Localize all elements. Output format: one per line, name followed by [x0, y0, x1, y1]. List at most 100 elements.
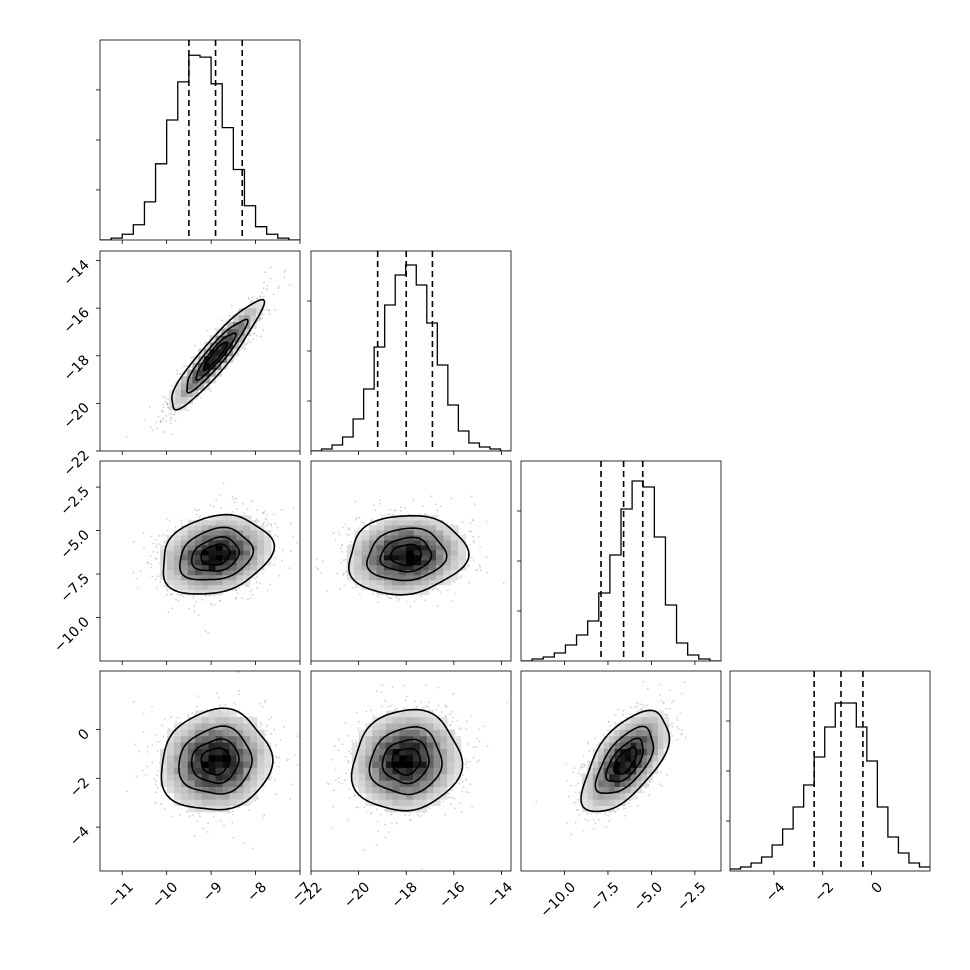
density-cell — [361, 545, 370, 551]
scatter-point — [486, 571, 488, 574]
scatter-point — [470, 530, 473, 533]
density-cell — [428, 540, 437, 546]
density-cell — [236, 540, 244, 546]
scatter-point — [470, 495, 473, 498]
scatter-point — [289, 522, 292, 525]
scatter-point — [379, 499, 381, 502]
density-cell — [222, 554, 230, 561]
density-cell — [384, 525, 392, 531]
density-cell — [398, 525, 407, 531]
density-cell — [180, 376, 188, 384]
density-cell — [243, 535, 251, 541]
density-cell — [346, 564, 355, 571]
scatter-point — [422, 505, 424, 507]
contour-2 — [195, 332, 237, 382]
scatter-point — [284, 269, 287, 272]
scatter-point — [476, 569, 479, 571]
density-panel-1-0 — [125, 266, 291, 438]
density-cell — [369, 554, 377, 561]
scatter-point — [165, 415, 168, 417]
density-cell — [229, 569, 237, 576]
scatter-point — [261, 292, 263, 294]
density-cell — [436, 535, 444, 541]
contour-3 — [202, 341, 229, 372]
density-cell — [167, 554, 175, 561]
scatter-point — [166, 402, 169, 405]
density-cell — [208, 540, 216, 546]
density-cell — [194, 520, 203, 526]
scatter-point — [166, 529, 169, 532]
density-cell — [361, 579, 370, 586]
scatter-point — [193, 610, 196, 612]
scatter-point — [450, 497, 453, 500]
density-cell — [458, 540, 466, 546]
density-cell — [192, 389, 199, 397]
density-cell — [180, 535, 189, 541]
density-cell — [384, 584, 392, 591]
scatter-point — [339, 587, 341, 590]
scatter-point — [155, 421, 158, 423]
scatter-point — [436, 514, 439, 517]
scatter-point — [378, 502, 381, 505]
scatter-point — [253, 577, 256, 579]
density-cell — [257, 540, 265, 546]
density-cell — [194, 569, 203, 576]
density-cell — [194, 564, 203, 571]
scatter-point — [459, 576, 462, 579]
scatter-point — [412, 498, 415, 501]
density-cell — [369, 559, 377, 566]
density-cell — [201, 554, 209, 561]
scatter-point — [405, 600, 408, 603]
density-cell — [413, 579, 422, 586]
scatter-point — [196, 513, 198, 516]
density-cell — [406, 540, 414, 546]
density-cell — [236, 559, 244, 566]
density-cell — [201, 589, 209, 596]
density-cell — [208, 549, 216, 556]
density-cell — [458, 535, 466, 541]
scatter-point — [160, 409, 163, 412]
density-cell — [192, 383, 199, 391]
scatter-point — [317, 568, 320, 571]
density-cell — [187, 574, 196, 581]
scatter-point — [348, 533, 351, 536]
scatter-point — [231, 496, 234, 498]
density-cell — [167, 564, 175, 571]
scatter-point — [195, 600, 198, 603]
density-cell — [208, 579, 216, 586]
density-cell — [187, 569, 196, 576]
density-cell — [236, 579, 244, 586]
scatter-point — [188, 607, 190, 610]
density-cell — [175, 396, 182, 404]
density-cell — [443, 540, 452, 546]
density-panel-3-0 — [126, 671, 299, 850]
scatter-point — [213, 604, 216, 606]
density-cell — [208, 530, 216, 536]
scatter-point — [351, 587, 354, 589]
density-cell — [222, 545, 230, 551]
scatter-point — [341, 543, 343, 546]
scatter-point — [262, 287, 265, 290]
density-cell — [376, 545, 385, 551]
density-cell — [398, 559, 407, 566]
density-cell — [391, 530, 400, 536]
scatter-point — [266, 284, 269, 287]
density-cell — [194, 584, 203, 591]
scatter-point — [478, 564, 481, 567]
scatter-point — [166, 593, 169, 596]
density-cell — [204, 376, 211, 384]
density-cell — [243, 540, 251, 546]
scatter-point — [163, 585, 166, 588]
density-cell — [384, 535, 392, 541]
scatter-point — [261, 572, 264, 575]
scatter-point — [359, 586, 361, 588]
density-cell — [229, 564, 237, 571]
density-cell — [229, 530, 237, 536]
density-cell — [421, 574, 429, 581]
scatter-point — [274, 534, 276, 537]
scatter-point — [259, 317, 262, 320]
scatter-point — [170, 416, 173, 419]
scatter-point — [228, 314, 231, 317]
density-cell — [391, 549, 400, 556]
density-cell — [174, 530, 182, 536]
